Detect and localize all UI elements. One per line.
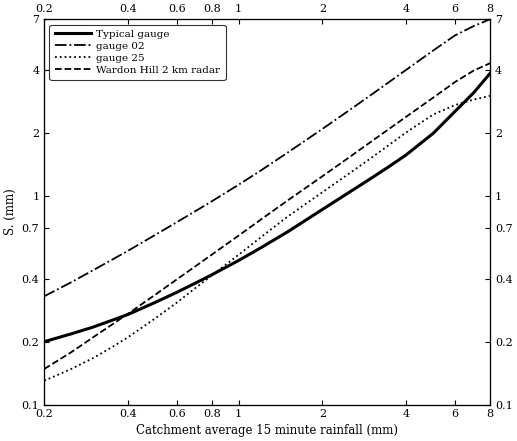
gauge 25 bbox=[346, 171, 353, 176]
Legend: Typical gauge, gauge 02, gauge 25, Wardon Hill 2 km radar: Typical gauge, gauge 02, gauge 25, Wardo… bbox=[50, 25, 225, 80]
gauge 25 bbox=[41, 378, 48, 383]
Wardon Hill 2 km radar bbox=[174, 277, 180, 282]
gauge 25 bbox=[152, 316, 158, 321]
gauge 02 bbox=[403, 67, 409, 72]
Line: Wardon Hill 2 km radar: Wardon Hill 2 km radar bbox=[44, 63, 490, 369]
gauge 25 bbox=[320, 190, 326, 195]
gauge 25 bbox=[125, 335, 131, 340]
Typical gauge bbox=[90, 325, 96, 330]
Wardon Hill 2 km radar bbox=[403, 114, 409, 120]
gauge 02 bbox=[236, 182, 242, 187]
gauge 25 bbox=[90, 355, 96, 361]
gauge 02 bbox=[152, 232, 158, 238]
Wardon Hill 2 km radar bbox=[90, 335, 96, 340]
gauge 25 bbox=[192, 285, 199, 291]
gauge 02 bbox=[452, 33, 458, 38]
gauge 02 bbox=[257, 168, 264, 173]
Line: Typical gauge: Typical gauge bbox=[44, 74, 490, 342]
Wardon Hill 2 km radar bbox=[41, 366, 48, 372]
gauge 02 bbox=[470, 23, 477, 29]
gauge 25 bbox=[284, 214, 291, 219]
gauge 02 bbox=[284, 150, 291, 155]
Wardon Hill 2 km radar bbox=[346, 154, 353, 160]
Typical gauge bbox=[174, 290, 180, 295]
gauge 02 bbox=[487, 17, 493, 22]
Wardon Hill 2 km radar bbox=[487, 60, 493, 66]
gauge 25 bbox=[403, 130, 409, 135]
Wardon Hill 2 km radar bbox=[470, 68, 477, 73]
gauge 25 bbox=[109, 345, 115, 350]
Wardon Hill 2 km radar bbox=[430, 95, 436, 100]
Wardon Hill 2 km radar bbox=[192, 264, 199, 269]
Y-axis label: S. (mm): S. (mm) bbox=[5, 189, 18, 235]
Typical gauge bbox=[236, 258, 242, 263]
gauge 02 bbox=[192, 208, 199, 213]
Typical gauge bbox=[209, 272, 215, 277]
Typical gauge bbox=[284, 229, 291, 235]
Typical gauge bbox=[368, 176, 374, 181]
gauge 02 bbox=[209, 199, 215, 204]
gauge 25 bbox=[174, 300, 180, 305]
Typical gauge bbox=[68, 331, 74, 336]
Typical gauge bbox=[192, 280, 199, 286]
Wardon Hill 2 km radar bbox=[125, 311, 131, 317]
gauge 02 bbox=[125, 248, 131, 254]
Typical gauge bbox=[152, 300, 158, 305]
gauge 25 bbox=[68, 366, 74, 372]
Typical gauge bbox=[387, 163, 393, 168]
Typical gauge bbox=[346, 190, 353, 195]
Wardon Hill 2 km radar bbox=[236, 233, 242, 238]
Typical gauge bbox=[430, 131, 436, 136]
Typical gauge bbox=[41, 339, 48, 344]
Typical gauge bbox=[109, 318, 115, 323]
Wardon Hill 2 km radar bbox=[452, 79, 458, 85]
gauge 02 bbox=[320, 126, 326, 131]
gauge 02 bbox=[68, 280, 74, 285]
Wardon Hill 2 km radar bbox=[320, 174, 326, 179]
gauge 25 bbox=[430, 112, 436, 117]
gauge 02 bbox=[90, 268, 96, 273]
Wardon Hill 2 km radar bbox=[152, 292, 158, 298]
Typical gauge bbox=[403, 152, 409, 157]
gauge 25 bbox=[470, 97, 477, 102]
gauge 02 bbox=[346, 108, 353, 113]
Typical gauge bbox=[452, 108, 458, 114]
gauge 25 bbox=[236, 252, 242, 258]
Typical gauge bbox=[470, 90, 477, 95]
gauge 02 bbox=[174, 220, 180, 225]
Line: gauge 25: gauge 25 bbox=[44, 96, 490, 381]
gauge 02 bbox=[41, 294, 48, 299]
Typical gauge bbox=[487, 71, 493, 76]
Wardon Hill 2 km radar bbox=[68, 350, 74, 355]
gauge 02 bbox=[430, 48, 436, 53]
Wardon Hill 2 km radar bbox=[257, 217, 264, 222]
Wardon Hill 2 km radar bbox=[284, 198, 291, 203]
gauge 25 bbox=[368, 155, 374, 161]
Line: gauge 02: gauge 02 bbox=[44, 19, 490, 296]
X-axis label: Catchment average 15 minute rainfall (mm): Catchment average 15 minute rainfall (mm… bbox=[136, 423, 398, 437]
Wardon Hill 2 km radar bbox=[368, 139, 374, 144]
gauge 25 bbox=[209, 273, 215, 278]
gauge 02 bbox=[368, 92, 374, 97]
gauge 25 bbox=[452, 102, 458, 108]
gauge 25 bbox=[487, 93, 493, 98]
Typical gauge bbox=[257, 245, 264, 250]
Typical gauge bbox=[320, 207, 326, 212]
Wardon Hill 2 km radar bbox=[209, 252, 215, 258]
Typical gauge bbox=[125, 312, 131, 317]
gauge 25 bbox=[257, 235, 264, 240]
